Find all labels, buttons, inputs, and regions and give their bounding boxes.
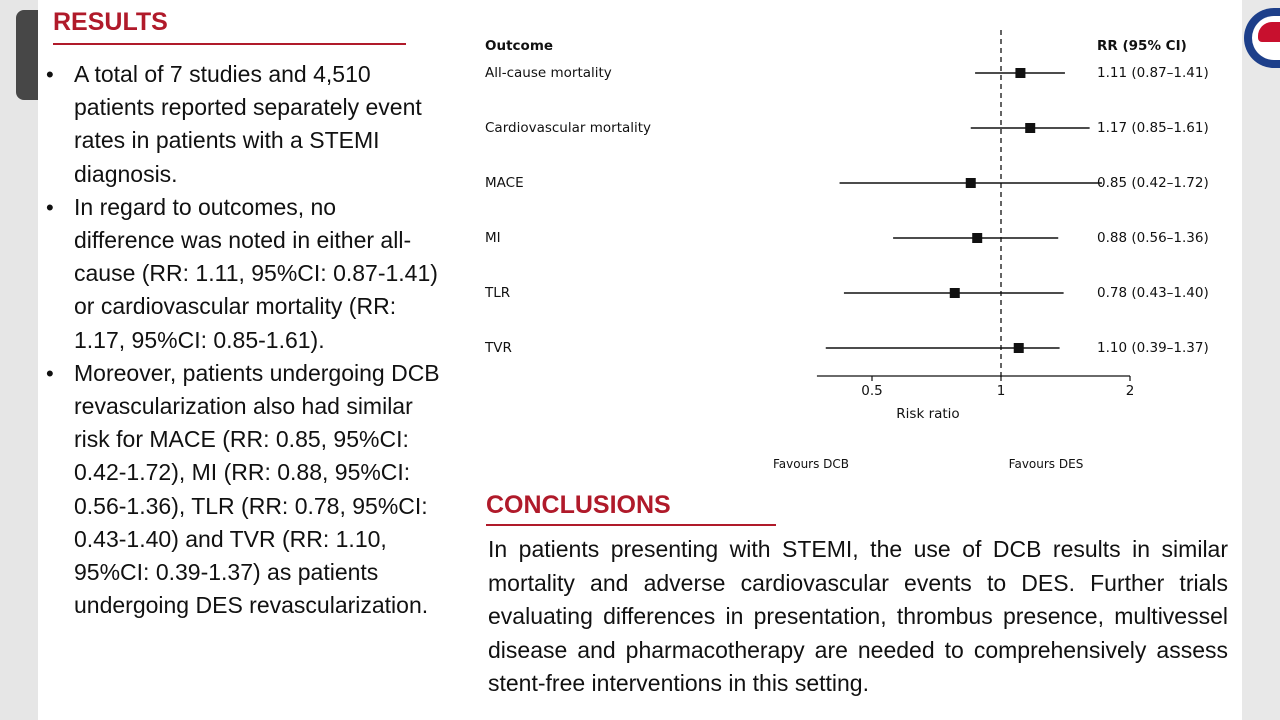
society-logo-mark	[1258, 22, 1280, 42]
point-estimate	[1015, 68, 1026, 78]
poster-slide: RESULTS • A total of 7 studies and 4,510…	[38, 0, 1242, 720]
results-bullet-text: In regard to outcomes, no difference was…	[74, 193, 438, 353]
forest-row: Cardiovascular mortality 1.17 (0.85–1.61)	[485, 120, 1209, 136]
point-estimate	[972, 233, 983, 243]
estimate-label: 0.78 (0.43–1.40)	[1097, 285, 1209, 301]
estimate-label: 1.10 (0.39–1.37)	[1097, 340, 1209, 356]
outcome-label: Cardiovascular mortality	[485, 120, 651, 136]
estimate-label: 0.88 (0.56–1.36)	[1097, 230, 1209, 246]
x-axis-label: Risk ratio	[896, 406, 959, 422]
results-bullet-text: A total of 7 studies and 4,510 patients …	[74, 61, 422, 187]
favours-dcb-label: Favours DCB	[773, 457, 849, 471]
estimate-label: 1.11 (0.87–1.41)	[1097, 65, 1209, 81]
point-estimate	[1025, 123, 1036, 133]
conclusions-heading-rule	[486, 524, 776, 526]
forest-plot: Outcome RR (95% CI) All-cause mortality 1…	[484, 30, 1209, 471]
point-estimate	[949, 288, 960, 298]
conclusions-text: In patients presenting with STEMI, the u…	[488, 536, 1228, 696]
x-tick-label: 2	[1126, 383, 1135, 399]
x-axis: 0.5 1 2	[816, 30, 1135, 399]
estimate-label: 1.17 (0.85–1.61)	[1097, 120, 1209, 136]
results-bullet: • A total of 7 studies and 4,510 patient…	[38, 58, 443, 191]
bullet-marker: •	[46, 194, 54, 220]
estimate-label: 0.85 (0.42–1.72)	[1097, 175, 1209, 191]
x-tick-label: 1	[997, 383, 1006, 399]
outcome-column-header: Outcome	[485, 38, 553, 54]
estimate-column-header: RR (95% CI)	[1097, 38, 1187, 54]
background-right-edge	[1242, 0, 1280, 720]
forest-rows: All-cause mortality 1.11 (0.87–1.41) Cardi…	[484, 65, 1209, 356]
point-estimate	[1013, 343, 1024, 353]
forest-row: MI 0.88 (0.56–1.36)	[485, 230, 1209, 246]
forest-row: TLR 0.78 (0.43–1.40)	[484, 285, 1209, 301]
outcome-label: TVR	[484, 340, 512, 356]
forest-row: All-cause mortality 1.11 (0.87–1.41)	[485, 65, 1209, 81]
forest-row: MACE 0.85 (0.42–1.72)	[485, 175, 1209, 191]
results-heading-rule	[53, 43, 406, 45]
x-tick-label: 0.5	[861, 383, 882, 399]
results-bullet: • In regard to outcomes, no difference w…	[38, 191, 443, 357]
outcome-label: All-cause mortality	[485, 65, 612, 81]
favours-des-label: Favours DES	[1009, 457, 1084, 471]
bullet-marker: •	[46, 62, 54, 87]
forest-row: TVR 1.10 (0.39–1.37)	[484, 340, 1209, 356]
outcome-label: MACE	[485, 175, 524, 191]
bullet-marker: •	[46, 360, 54, 386]
presenter-photo	[16, 10, 38, 100]
conclusions-heading: CONCLUSIONS	[486, 491, 671, 519]
results-bullet: • Moreover, patients undergoing DCB reva…	[38, 357, 443, 623]
outcome-label: TLR	[484, 285, 510, 301]
background-left-edge	[0, 0, 38, 720]
results-bullet-list: • A total of 7 studies and 4,510 patient…	[38, 58, 443, 622]
outcome-label: MI	[485, 230, 501, 246]
results-heading: RESULTS	[53, 8, 168, 36]
results-bullet-text: Moreover, patients undergoing DCB revasc…	[74, 359, 440, 619]
point-estimate	[965, 178, 976, 188]
